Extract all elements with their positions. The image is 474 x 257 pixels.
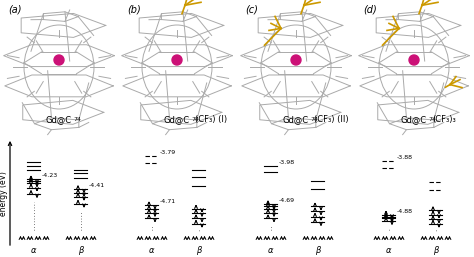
Text: -4.88: -4.88: [397, 208, 413, 214]
Text: α: α: [31, 246, 37, 255]
Circle shape: [54, 55, 64, 65]
Text: -4.71: -4.71: [160, 199, 176, 204]
Text: 74: 74: [428, 117, 436, 122]
Text: -4.69: -4.69: [279, 198, 295, 203]
Text: (b): (b): [127, 5, 141, 15]
Text: α: α: [149, 246, 155, 255]
Circle shape: [172, 55, 182, 65]
Text: -4.23: -4.23: [42, 173, 58, 178]
Text: α: α: [386, 246, 392, 255]
Text: Gd@C: Gd@C: [283, 115, 309, 124]
Text: β: β: [78, 246, 84, 255]
Text: 74: 74: [191, 117, 199, 122]
Text: 74: 74: [73, 117, 81, 122]
Text: -3.98: -3.98: [279, 160, 295, 165]
Text: (d): (d): [363, 5, 377, 15]
Text: (CF₃) (II): (CF₃) (II): [314, 115, 348, 124]
Text: -3.88: -3.88: [397, 154, 413, 160]
Text: (c): (c): [245, 5, 258, 15]
Circle shape: [409, 55, 419, 65]
Text: energy (eV): energy (eV): [0, 172, 9, 216]
Text: (CF₃)₃: (CF₃)₃: [432, 115, 456, 124]
Text: -4.41: -4.41: [89, 183, 105, 188]
Text: (CF₃) (I): (CF₃) (I): [195, 115, 227, 124]
Text: α: α: [268, 246, 274, 255]
Text: (a): (a): [8, 5, 21, 15]
Text: -3.79: -3.79: [160, 150, 176, 155]
Text: β: β: [433, 246, 439, 255]
Text: Gd@C: Gd@C: [46, 115, 72, 124]
Text: β: β: [196, 246, 202, 255]
Text: 74: 74: [310, 117, 318, 122]
Text: Gd@C: Gd@C: [164, 115, 190, 124]
Text: β: β: [315, 246, 321, 255]
Circle shape: [291, 55, 301, 65]
Text: Gd@C: Gd@C: [401, 115, 427, 124]
